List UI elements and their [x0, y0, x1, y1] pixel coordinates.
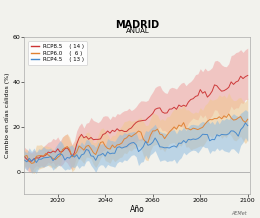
X-axis label: Año: Año: [130, 205, 145, 214]
Text: ANUAL: ANUAL: [125, 28, 149, 34]
Y-axis label: Cambio en días cálidos (%): Cambio en días cálidos (%): [4, 73, 10, 158]
Title: MADRID: MADRID: [115, 20, 159, 30]
Text: AEMet: AEMet: [231, 211, 247, 216]
Legend: RCP8.5    ( 14 ), RCP6.0    (  6 ), RCP4.5    ( 13 ): RCP8.5 ( 14 ), RCP6.0 ( 6 ), RCP4.5 ( 13…: [28, 41, 87, 65]
